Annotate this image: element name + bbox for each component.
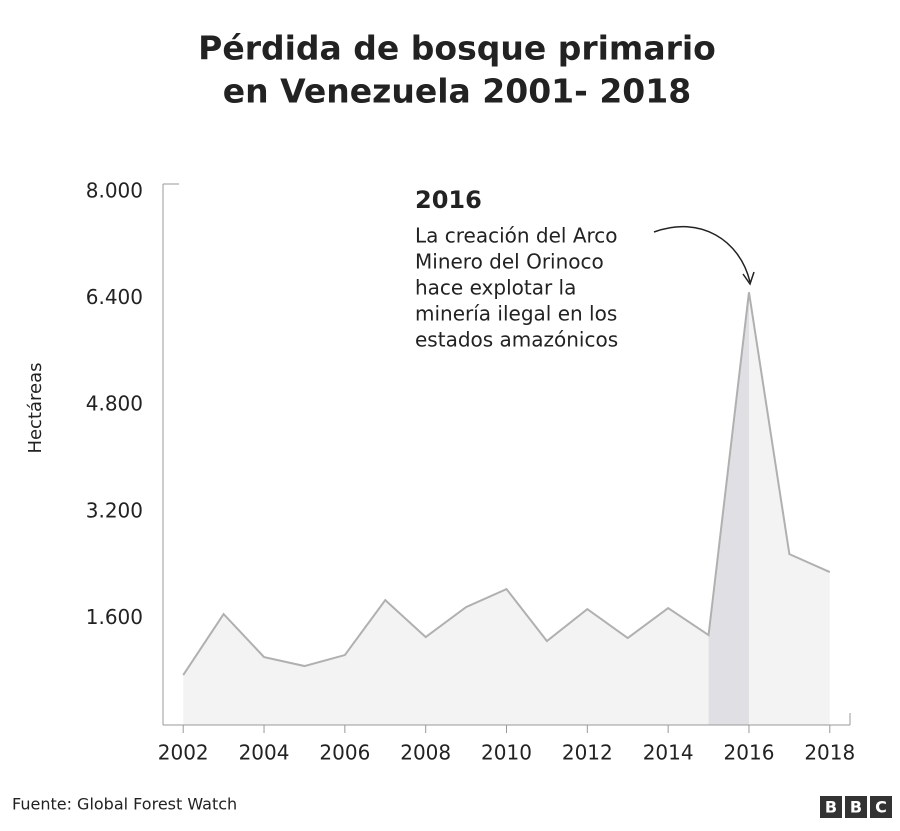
y-tick-label: 6.400 [86, 285, 143, 309]
x-tick-label: 2004 [239, 741, 290, 765]
chart-title: Pérdida de bosque primario [198, 29, 716, 68]
logo-box [845, 796, 867, 818]
annotation-arrow [653, 225, 751, 283]
annotation-text: Minero del Orinoco [415, 250, 604, 274]
y-tick-label: 3.200 [86, 498, 143, 522]
x-tick-label: 2012 [562, 741, 613, 765]
logo-box [820, 796, 842, 818]
x-tick-label: 2006 [319, 741, 370, 765]
area-fill [183, 292, 830, 725]
x-tick-label: 2002 [158, 741, 209, 765]
annotation-text: La creación del Arco [415, 224, 618, 248]
y-axis-label: Hectáreas [25, 362, 46, 453]
y-tick-label: 1.600 [86, 605, 143, 629]
x-tick-label: 2010 [481, 741, 532, 765]
chart-title: en Venezuela 2001- 2018 [223, 72, 691, 111]
x-tick-label: 2018 [804, 741, 855, 765]
logo-letter: B [825, 798, 837, 817]
annotation-title: 2016 [415, 186, 482, 214]
source: Fuente: Global Forest Watch [12, 795, 237, 814]
arrow-head [742, 271, 755, 286]
annotation-text: minería ilegal en los [415, 302, 617, 326]
x-tick-label: 2008 [400, 741, 451, 765]
x-tick-label: 2014 [643, 741, 694, 765]
line [182, 292, 831, 676]
x-tick-label: 2016 [724, 741, 775, 765]
annotation-text: hace explotar la [415, 276, 576, 300]
y-tick-label: 4.800 [86, 392, 143, 416]
logo-letter: B [850, 798, 862, 817]
annotation-text: estados amazónicos [415, 328, 618, 352]
y-tick-label: 8.000 [86, 179, 143, 203]
logo-letter: C [875, 798, 887, 817]
logo-box [870, 796, 892, 818]
highlight-band [708, 292, 749, 725]
